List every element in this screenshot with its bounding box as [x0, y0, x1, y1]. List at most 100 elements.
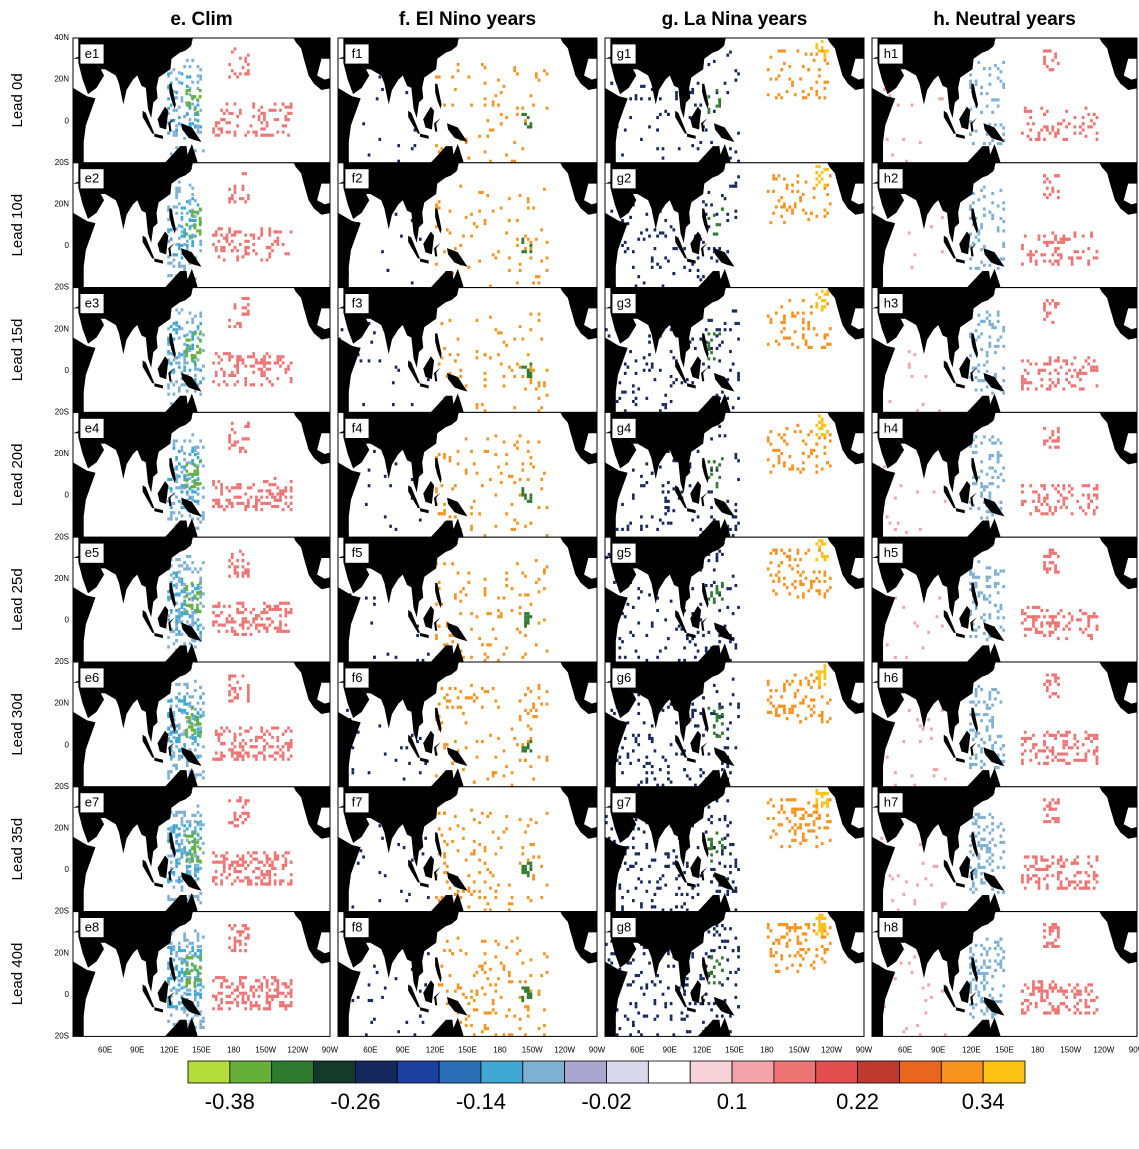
signal-pixel — [282, 745, 285, 748]
signal-pixel — [167, 946, 170, 949]
signal-pixel — [266, 134, 269, 137]
signal-pixel — [185, 729, 188, 732]
signal-pixel — [199, 240, 202, 243]
signal-pixel — [268, 234, 271, 237]
signal-pixel — [199, 125, 202, 128]
signal-pixel — [228, 352, 231, 355]
signal-pixel — [710, 339, 713, 342]
signal-pixel — [242, 674, 245, 677]
signal-pixel — [783, 336, 786, 339]
signal-pixel — [186, 620, 189, 623]
signal-pixel — [737, 72, 740, 75]
signal-pixel — [826, 343, 829, 346]
signal-pixel — [826, 461, 829, 464]
signal-pixel — [181, 986, 184, 989]
signal-pixel — [735, 69, 738, 72]
signal-pixel — [778, 343, 781, 346]
signal-pixel — [239, 726, 242, 729]
signal-pixel — [170, 514, 173, 517]
signal-pixel — [189, 993, 192, 996]
signal-pixel — [236, 870, 239, 873]
signal-pixel — [231, 992, 234, 995]
signal-pixel — [197, 325, 200, 328]
signal-pixel — [244, 200, 247, 203]
signal-pixel — [783, 433, 786, 436]
signal-pixel — [199, 823, 202, 826]
signal-pixel — [175, 849, 178, 852]
signal-pixel — [780, 452, 783, 455]
signal-pixel — [186, 59, 189, 62]
signal-pixel — [194, 453, 197, 456]
signal-pixel — [236, 608, 239, 611]
signal-pixel — [818, 74, 821, 77]
signal-pixel — [503, 653, 506, 656]
signal-pixel — [263, 371, 266, 374]
signal-pixel — [524, 593, 527, 596]
signal-pixel — [826, 293, 829, 296]
signal-pixel — [511, 771, 514, 774]
lon-tick-label: 120E — [426, 1046, 445, 1055]
signal-pixel — [729, 147, 732, 150]
signal-pixel — [786, 586, 789, 589]
signal-pixel — [231, 1001, 234, 1004]
signal-pixel — [236, 861, 239, 864]
signal-pixel — [540, 896, 543, 899]
signal-pixel — [511, 980, 514, 983]
signal-pixel — [807, 327, 810, 330]
map-panel — [605, 410, 866, 547]
signal-pixel — [218, 624, 221, 627]
signal-pixel — [215, 134, 218, 137]
signal-pixel — [170, 506, 173, 509]
signal-pixel — [813, 187, 816, 190]
signal-pixel — [173, 827, 176, 830]
signal-pixel — [188, 604, 191, 607]
signal-pixel — [508, 980, 511, 983]
signal-pixel — [807, 321, 810, 324]
signal-pixel — [664, 497, 667, 500]
signal-pixel — [290, 861, 293, 864]
lon-tick-label: 150E — [192, 1046, 211, 1055]
signal-pixel — [290, 361, 293, 364]
signal-pixel — [228, 197, 231, 200]
signal-pixel — [290, 982, 293, 985]
signal-pixel — [287, 118, 290, 121]
signal-pixel — [175, 621, 178, 624]
signal-pixel — [802, 193, 805, 196]
signal-pixel — [443, 250, 446, 253]
signal-pixel — [231, 699, 234, 702]
signal-pixel — [242, 755, 245, 758]
signal-pixel — [218, 355, 221, 358]
signal-pixel — [194, 374, 197, 377]
signal-pixel — [708, 460, 711, 463]
signal-pixel — [271, 726, 274, 729]
signal-pixel — [530, 328, 533, 331]
signal-pixel — [519, 980, 522, 983]
signal-pixel — [392, 403, 395, 406]
signal-pixel — [268, 882, 271, 885]
signal-pixel — [624, 391, 627, 394]
signal-pixel — [527, 200, 530, 203]
signal-pixel — [244, 297, 247, 300]
signal-pixel — [524, 621, 527, 624]
signal-pixel — [173, 755, 176, 758]
signal-pixel — [699, 528, 702, 531]
signal-pixel — [500, 481, 503, 484]
signal-pixel — [290, 730, 293, 733]
signal-pixel — [524, 693, 527, 696]
signal-pixel — [231, 927, 234, 930]
signal-pixel — [519, 631, 522, 634]
signal-pixel — [419, 1015, 422, 1018]
signal-pixel — [659, 97, 662, 100]
signal-pixel — [524, 868, 527, 871]
signal-pixel — [178, 709, 181, 712]
signal-pixel — [242, 502, 245, 505]
signal-pixel — [648, 369, 651, 372]
signal-pixel — [654, 228, 657, 231]
lat-tick-label: 20S — [55, 782, 69, 791]
signal-pixel — [199, 945, 202, 948]
signal-pixel — [815, 433, 818, 436]
signal-pixel — [664, 219, 667, 222]
signal-pixel — [287, 106, 290, 109]
signal-pixel — [651, 765, 654, 768]
signal-pixel — [290, 489, 293, 492]
